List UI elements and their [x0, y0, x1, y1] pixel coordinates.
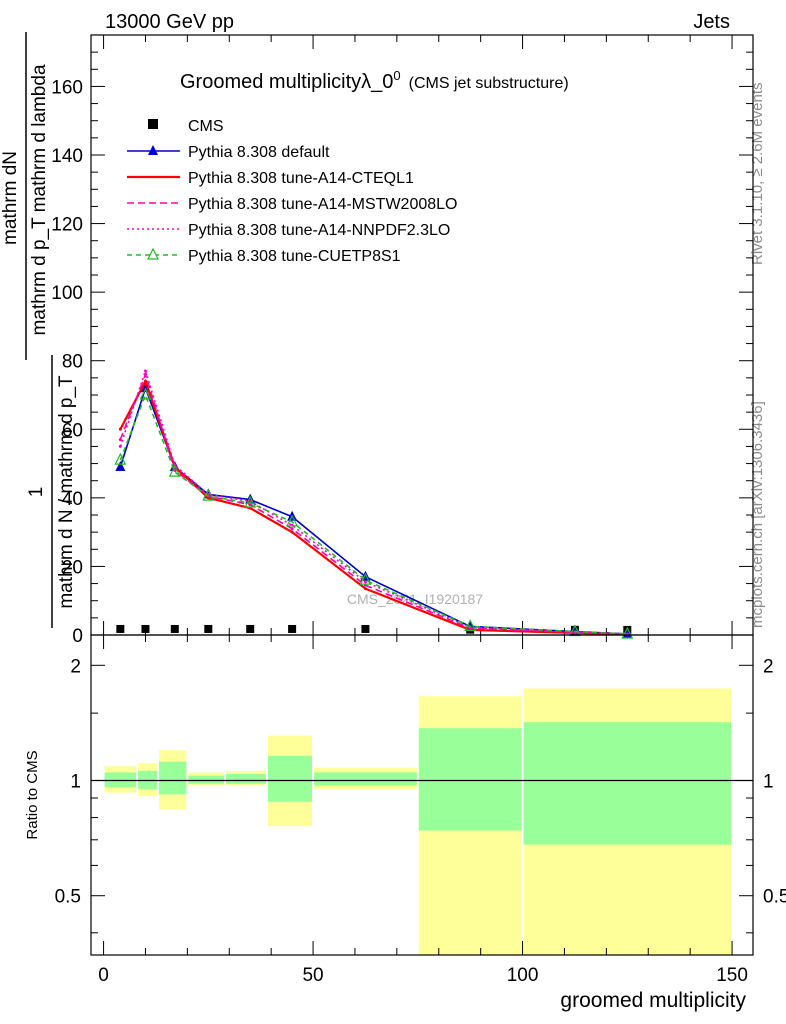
series-line-cuetp — [119, 392, 628, 635]
data-point-mstw — [290, 527, 294, 531]
data-point-mstw — [118, 438, 122, 442]
data-point-mstw — [173, 468, 177, 472]
ratio-y-tick-label: 0.5 — [55, 887, 81, 908]
data-point-nnpdf — [248, 499, 252, 503]
data-point-nnpdf — [118, 444, 122, 448]
data-point-cuetp — [359, 572, 372, 585]
data-point-cuetp — [244, 495, 257, 508]
y-tick-label: 40 — [62, 489, 83, 510]
y-tick-label: 80 — [62, 352, 83, 373]
x-tick-label: 100 — [507, 965, 539, 986]
legend-label-cuetp: Pythia 8.308 tune-CUETP8S1 — [188, 248, 401, 265]
ratio-band-inner — [159, 761, 187, 795]
data-point-cms — [204, 624, 213, 633]
main-y-axis-label: 1 mathrm d N / mathrm d p_T mathrm dN ma… — [0, 32, 77, 628]
rivet-version-label: Rivet 3.1.10, ≥ 2.6M events — [749, 83, 766, 266]
jets-label: Jets — [693, 11, 730, 33]
data-point-default — [115, 461, 126, 471]
data-point-cuetp — [286, 514, 299, 527]
ratio-y-tick-label: 1 — [70, 772, 81, 793]
y-tick-label: 60 — [62, 420, 83, 441]
data-point-cms — [361, 624, 370, 633]
ratio-plot: 0.5 0.5 1 1 2 2 0 50 100 150 — [55, 634, 786, 986]
chart-title-sup: 0 — [393, 68, 400, 83]
main-plot: CMS_2021_I1920187 020406080100120140160 … — [51, 34, 754, 647]
data-point-cms — [141, 624, 150, 633]
ratio-band-inner — [418, 728, 522, 831]
energy-label: 13000 GeV pp — [105, 11, 234, 33]
ratio-y-axis-label: Ratio to CMS — [24, 750, 41, 839]
y-tick-label: 20 — [62, 557, 83, 578]
data-point-cms — [288, 624, 297, 633]
data-point-cuetp — [139, 387, 152, 400]
x-axis-label: groomed multiplicity — [560, 989, 746, 1012]
ratio-y-tick-label-right: 1 — [763, 772, 774, 793]
y-tick-label: 140 — [51, 146, 83, 167]
legend-marker-default — [148, 145, 158, 155]
ratio-band-inner — [267, 755, 313, 802]
data-point-cms — [246, 624, 255, 633]
ratio-band-inner — [523, 722, 732, 845]
main-axis-ticks: 0 20 40 60 80 100 120 140 160 — [51, 35, 753, 647]
legend-label-mstw: Pythia 8.308 tune-A14-MSTW2008LO — [188, 196, 457, 213]
data-point-cteql1 — [290, 530, 294, 534]
ratio-bands — [104, 688, 732, 955]
ylabel-prefactor-num: 1 — [26, 487, 47, 498]
data-point-cms — [170, 624, 179, 633]
ratio-y-tick-label: 2 — [70, 656, 81, 677]
data-point-cteql1 — [143, 379, 147, 383]
data-point-cuetp — [168, 464, 181, 477]
ylabel-fraction-num: mathrm dN — [0, 151, 21, 245]
legend-marker-cuetp — [147, 247, 159, 260]
ratio-band-inner — [104, 772, 137, 788]
series-line-mstw — [119, 371, 628, 635]
ratio-y-tick-label-right: 2 — [763, 656, 774, 677]
x-tick-label: 0 — [98, 965, 109, 986]
data-point-nnpdf — [143, 369, 147, 373]
ratio-y-tick-label-right: 0.5 — [763, 887, 786, 908]
legend: CMS Pythia 8.308 default Pythia 8.308 tune… — [127, 118, 457, 265]
data-point-cuetp — [114, 452, 127, 465]
x-tick-label: 50 — [302, 965, 323, 986]
y-tick-label: 0 — [72, 626, 83, 647]
ylabel-fraction-den: mathrm d p_T mathrm d lambda — [29, 64, 50, 335]
legend-label-default: Pythia 8.308 default — [188, 144, 330, 161]
ratio-band-inner — [226, 773, 266, 784]
y-tick-label: 160 — [51, 77, 83, 98]
analysis-watermark: CMS_2021_I1920187 — [347, 591, 483, 607]
data-point-cuetp — [202, 488, 215, 501]
chart-title: Groomed multiplicityλ_00 (CMS jet substru… — [180, 68, 569, 93]
data-point-cteql1 — [363, 587, 367, 591]
ratio-band-inner — [188, 775, 225, 784]
x-tick-label: 150 — [716, 965, 748, 986]
data-point-cteql1 — [118, 427, 122, 431]
data-point-cms — [116, 624, 125, 633]
ylabel-prefactor-den: mathrm d N / mathrm d p_T — [56, 375, 77, 609]
legend-label-cms: CMS — [188, 118, 224, 135]
data-point-cuetp — [621, 626, 634, 639]
y-tick-label: 100 — [51, 283, 83, 304]
ratio-band-inner — [314, 772, 417, 786]
main-series — [114, 368, 634, 639]
legend-label-nnpdf: Pythia 8.308 tune-A14-NNPDF2.3LO — [188, 222, 450, 239]
data-point-nnpdf — [363, 580, 367, 584]
legend-marker-cms — [148, 119, 158, 129]
legend-label-cteql1: Pythia 8.308 tune-A14-CTEQL1 — [188, 170, 414, 187]
ratio-plot-frame — [90, 634, 754, 956]
data-point-cuetp — [464, 619, 477, 632]
chart-title-sub: (CMS jet substructure) — [409, 75, 569, 92]
chart-title-main: Groomed multiplicityλ_0 — [180, 71, 393, 93]
ratio-axis-ticks: 0.5 0.5 1 1 2 2 0 50 100 150 — [55, 635, 786, 986]
y-tick-label: 120 — [51, 215, 83, 236]
